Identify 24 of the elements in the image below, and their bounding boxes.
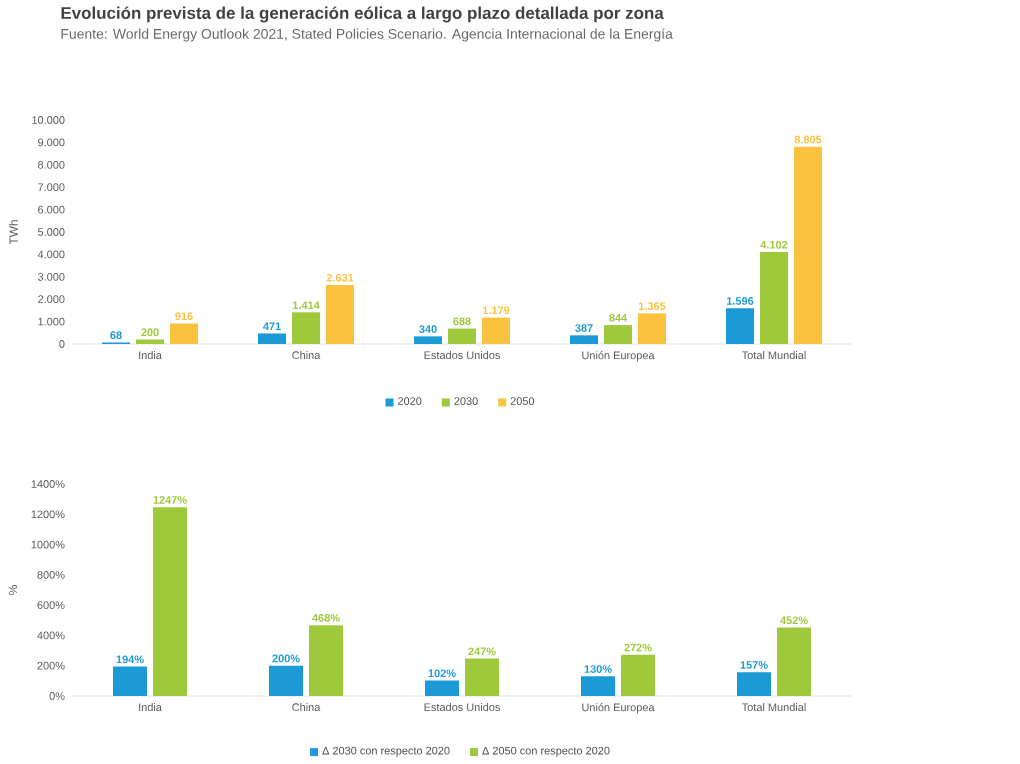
- bar: [448, 328, 477, 344]
- bar: [760, 252, 789, 344]
- bar: [170, 323, 199, 344]
- bar: [737, 672, 772, 696]
- bar: [414, 336, 443, 344]
- bar: [269, 665, 304, 696]
- bar: [292, 312, 321, 344]
- bar: [726, 308, 755, 344]
- bar: [425, 680, 460, 696]
- bar: [621, 654, 656, 696]
- bar: [794, 146, 823, 344]
- bar: [570, 335, 599, 344]
- bar: [326, 285, 355, 344]
- bar: [777, 627, 812, 696]
- bar: [153, 507, 188, 696]
- bar: [309, 625, 344, 696]
- bar: [638, 313, 667, 344]
- chart-title: Evolución prevista de la generación eólica a largo plazo detallada por zona: [61, 6, 664, 23]
- bar: [581, 676, 616, 696]
- bar: [465, 658, 500, 696]
- bar: [604, 325, 633, 344]
- bar: [482, 317, 511, 344]
- bar: [258, 333, 287, 344]
- bar: [113, 666, 148, 696]
